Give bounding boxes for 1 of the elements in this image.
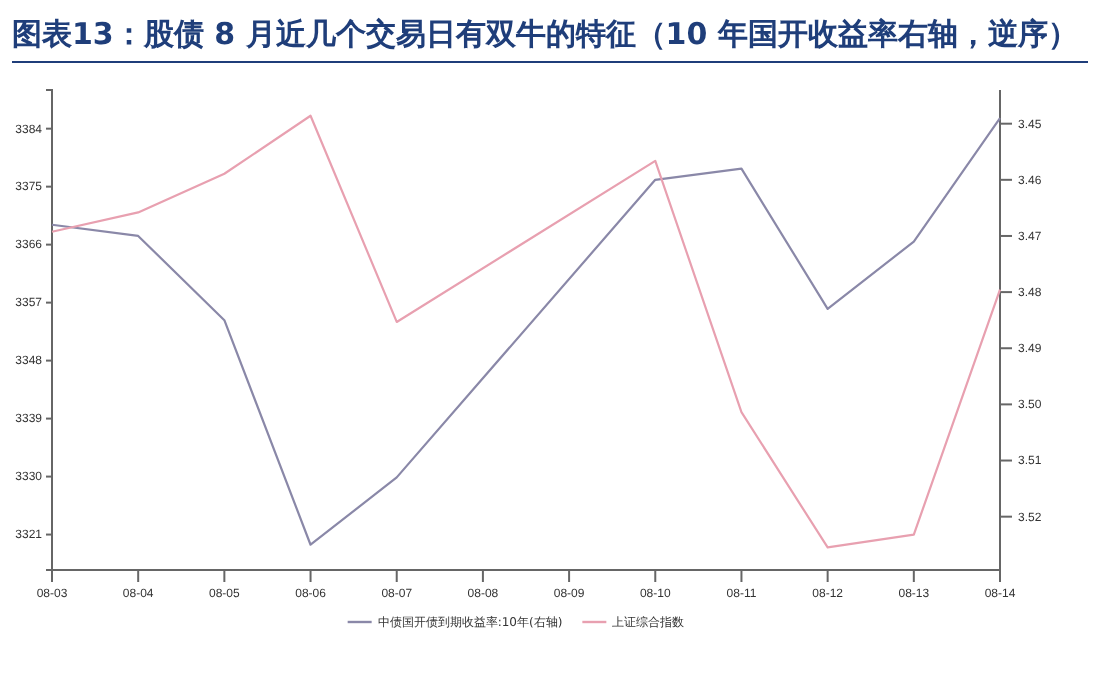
chart-title: 图表13：股债 8 月近几个交易日有双牛的特征（10 年国开收益率右轴，逆序） bbox=[12, 16, 1078, 52]
